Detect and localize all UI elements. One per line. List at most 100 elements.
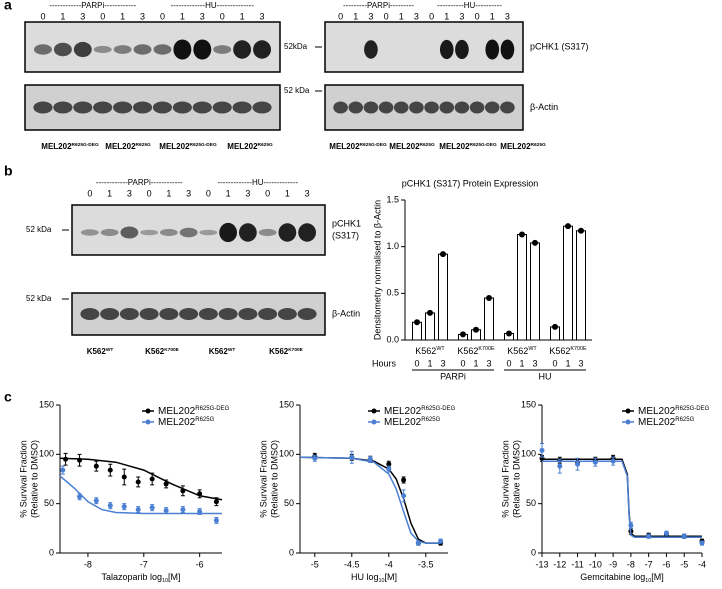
- y-tick-label: 1.5: [386, 194, 399, 204]
- bar: [530, 242, 540, 341]
- actin-band: [277, 308, 297, 320]
- blot-band: [199, 229, 218, 236]
- bar-point: [414, 319, 420, 326]
- x-tick-label: 0: [414, 358, 419, 368]
- cell-line-label-part: K700E: [164, 347, 179, 353]
- lane-label: 0: [160, 11, 165, 21]
- x-tick-label: -10: [589, 559, 602, 569]
- bar-point: [578, 227, 584, 234]
- bar-point: [565, 223, 571, 230]
- blot-band: [140, 229, 159, 236]
- cell-line-label: MEL202R625G-DEG: [159, 142, 217, 151]
- group-label: ------------PARPi------------: [96, 178, 183, 187]
- x-tick-label: 1: [473, 358, 478, 368]
- data-point: [93, 463, 99, 469]
- x-tick-label: -4: [698, 559, 706, 569]
- data-point: [592, 459, 598, 465]
- bar-point: [506, 330, 512, 337]
- lane-label: 0: [206, 188, 211, 198]
- actin-band: [53, 101, 73, 114]
- blot-band: [153, 44, 172, 55]
- x-tick-label: -5: [311, 559, 319, 569]
- x-tick-label: 3: [532, 358, 537, 368]
- y-tick-label: 50: [44, 498, 54, 508]
- actin-band: [232, 101, 252, 114]
- legend-marker: [625, 408, 631, 414]
- group-label: -------------HU--------------: [171, 1, 255, 10]
- bar-point: [552, 323, 558, 330]
- data-point: [180, 507, 186, 513]
- data-point: [367, 456, 373, 462]
- y-axis-label: % Survival Fraction: [500, 440, 510, 518]
- blot-band: [113, 45, 132, 54]
- y-tick-label: 150: [521, 399, 536, 409]
- lane-label: 0: [475, 11, 480, 21]
- bar: [484, 297, 494, 341]
- bar: [425, 312, 435, 341]
- actin-band: [73, 101, 93, 114]
- legend-label-part: R625G-DEG: [675, 406, 709, 412]
- x-axis-label-part: 10: [379, 578, 385, 584]
- group-label: ------------PARPi------------: [49, 1, 136, 10]
- x-tick-label: -5: [680, 559, 688, 569]
- blot-band: [253, 40, 272, 59]
- legend-label-part: R625G-DEG: [421, 406, 455, 412]
- cell-line-label-part: R625G: [258, 142, 273, 148]
- bar: [576, 230, 586, 341]
- lane-label: 3: [414, 11, 419, 21]
- actin-band: [159, 308, 179, 320]
- legend-label-part: R625G: [421, 417, 440, 423]
- data-point: [63, 456, 69, 462]
- lane-label: 3: [127, 188, 132, 198]
- cell-line-label: MEL202R625G-DEG: [41, 142, 99, 151]
- data-point: [213, 499, 219, 505]
- x-tick-label: -8: [84, 559, 92, 569]
- chart-title: pCHK1 (S317) Protein Expression: [402, 178, 539, 188]
- y-axis-label: Densitometry normalised to β-Actin: [372, 200, 382, 340]
- data-point: [213, 517, 219, 523]
- bar: [563, 225, 573, 341]
- legend-label: MEL202R625G: [638, 417, 695, 428]
- actin-band: [333, 101, 348, 114]
- bar-point: [427, 309, 433, 316]
- data-point: [197, 491, 203, 497]
- actin-band: [500, 101, 515, 114]
- bar-point: [486, 295, 492, 301]
- cell-line-label-part: MEL202: [439, 142, 470, 151]
- y-tick-label: 0.5: [386, 288, 399, 298]
- data-point: [415, 540, 421, 546]
- legend-marker: [371, 408, 377, 414]
- x-tick-label: -12: [553, 559, 566, 569]
- lane-label: 1: [226, 188, 231, 198]
- actin-band: [424, 101, 439, 114]
- fit-curve: [299, 456, 441, 544]
- blot-band: [233, 40, 252, 59]
- blot-band: [219, 222, 238, 243]
- lane-label: 3: [80, 11, 85, 21]
- fit-curve: [542, 458, 702, 537]
- cell-line-label-part: R625G-DEG: [470, 142, 497, 148]
- actin-band: [192, 101, 212, 114]
- x-axis-label-part: HU log: [351, 572, 379, 582]
- target-label: pCHK1 (S317): [530, 41, 589, 51]
- actin-band: [198, 308, 218, 320]
- y-tick-label: 0: [289, 547, 294, 557]
- x-tick-label: 0: [506, 358, 511, 368]
- blot-band: [159, 228, 178, 237]
- actin-band: [212, 101, 232, 114]
- y-tick-label: 0: [49, 547, 54, 557]
- data-point: [149, 505, 155, 511]
- legend-label: MEL202R625G-DEG: [384, 406, 456, 417]
- bar-point: [519, 231, 525, 238]
- fit-curve: [299, 456, 441, 544]
- legend-label-part: R625G: [675, 417, 694, 423]
- cell-line-label-part: MEL202: [329, 142, 360, 151]
- legend-marker: [625, 419, 631, 425]
- cell-line-label-part: MEL202: [389, 142, 420, 151]
- treatment-label: PARPi: [440, 371, 466, 381]
- treatment-label: HU: [539, 371, 552, 381]
- y-tick-label: 50: [526, 498, 536, 508]
- panel-label: b: [4, 163, 13, 179]
- size-marker: 52 kDa: [26, 225, 52, 234]
- legend-label-part: R625G-DEG: [195, 406, 229, 412]
